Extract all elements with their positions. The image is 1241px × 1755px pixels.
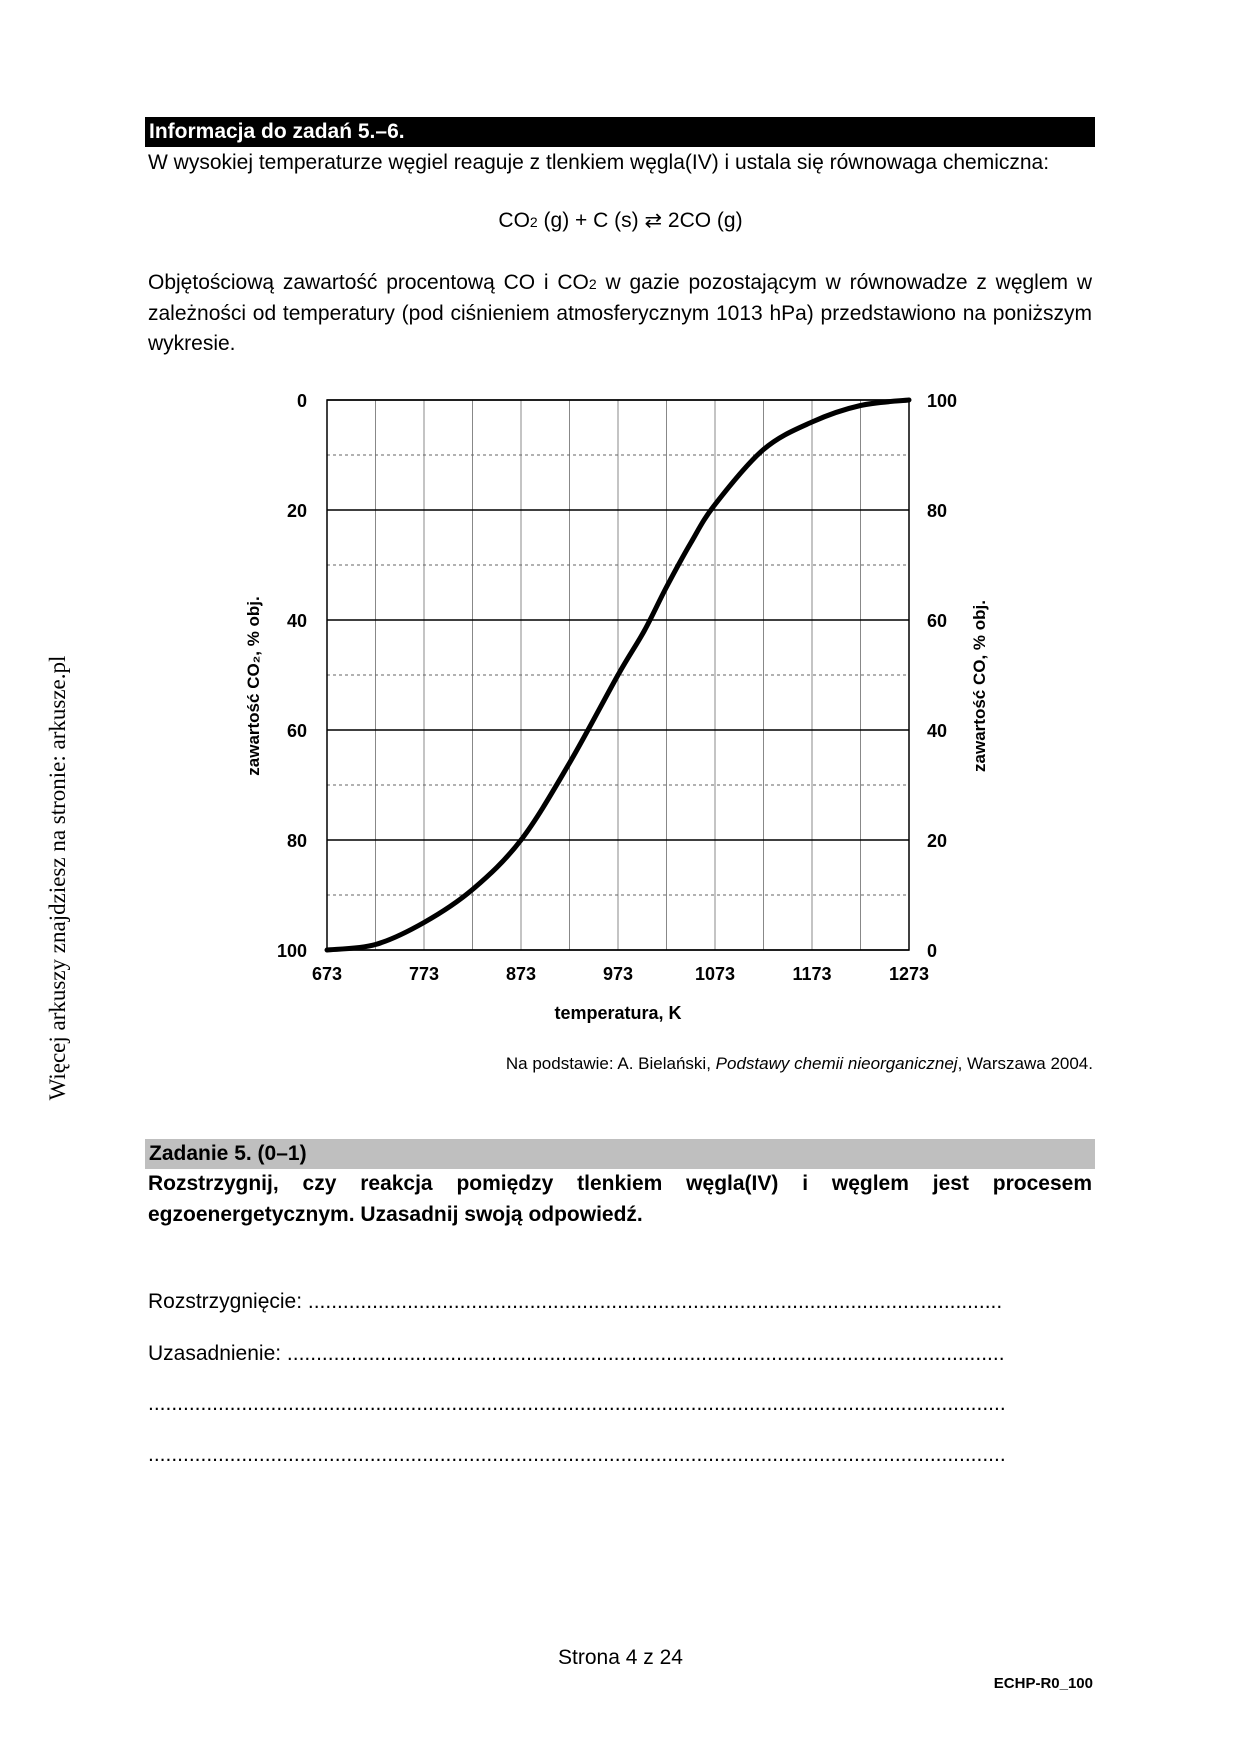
equation-rest: (g) + C (s) ⇄ 2CO (g) [537, 209, 743, 232]
intro-text: W wysokiej temperaturze węgiel reaguje z… [148, 151, 1050, 174]
exam-code: ECHP-R0_100 [993, 1675, 1093, 1692]
y-left-tick-label: 20 [287, 501, 307, 521]
answer-decision-line[interactable]: Rozstrzygnięcie: .......................… [148, 1290, 1003, 1313]
answer-line-4[interactable]: ........................................… [148, 1443, 1006, 1466]
plot-frame [326, 399, 910, 951]
y-left-tick-label: 80 [287, 831, 307, 851]
x-tick-label: 973 [603, 964, 633, 984]
y-axis-left-label: zawartość CO₂, % obj. [244, 596, 263, 775]
description-part2: w gazie pozostającym w równowadze z węgl… [148, 271, 1092, 355]
answer-justification-line[interactable]: Uzasadnienie: ..........................… [148, 1342, 1005, 1365]
y-right-tick-label: 80 [927, 501, 947, 521]
description-part1: Objętościową zawartość procentową CO i C… [148, 271, 589, 294]
source-suffix: , Warszawa 2004. [957, 1054, 1093, 1073]
chart-description: Objętościową zawartość procentową CO i C… [148, 268, 1092, 359]
y-axis-right-label: zawartość CO, % obj. [970, 600, 989, 772]
reaction-equation: CO2 (g) + C (s) ⇄ 2CO (g) [0, 208, 1241, 233]
source-title: Podstawy chemii nieorganicznej [715, 1054, 958, 1073]
source-prefix: Na podstawie: A. Bielański, [505, 1054, 716, 1073]
x-tick-label: 873 [506, 964, 536, 984]
equation-left: CO [498, 209, 530, 232]
y-left-tick-label: 40 [287, 611, 307, 631]
description-subscript: 2 [588, 276, 597, 292]
x-tick-label: 1173 [792, 964, 831, 984]
y-right-tick-label: 40 [927, 721, 947, 741]
x-tick-label: 1073 [695, 964, 735, 984]
page-number: Strona 4 z 24 [558, 1646, 683, 1669]
x-axis-label: temperatura, K [554, 1003, 681, 1023]
answer-line-3[interactable]: ........................................… [148, 1392, 1006, 1415]
y-right-tick-label: 20 [927, 831, 947, 851]
chart-ticks: 673 773 873 973 1073 1173 1273 0 20 40 60 80 100 100 8… [277, 391, 957, 984]
info-header: Informacja do zadań 5.–6. [145, 117, 1095, 147]
task-header: Zadanie 5. (0–1) [145, 1139, 1095, 1169]
equilibrium-chart: 673 773 873 973 1073 1173 1273 0 20 40 60 80 100 100 8… [244, 391, 989, 1023]
x-tick-label: 773 [409, 964, 439, 984]
y-left-tick-label: 60 [287, 721, 307, 741]
x-tick-label: 1273 [889, 964, 929, 984]
x-tick-label: 673 [312, 964, 342, 984]
y-left-tick-label: 100 [277, 941, 307, 961]
series-line [324, 397, 912, 953]
equation-subscript: 2 [529, 214, 538, 230]
y-right-tick-label: 0 [927, 941, 937, 961]
task-question: Rozstrzygnij, czy reakcja pomiędzy tlenk… [148, 1172, 1092, 1226]
source-citation: Na podstawie: A. Bielański, Podstawy che… [506, 1054, 1093, 1074]
y-left-tick-label: 0 [297, 391, 307, 411]
y-right-tick-label: 60 [927, 611, 947, 631]
y-right-tick-label: 100 [927, 391, 957, 411]
